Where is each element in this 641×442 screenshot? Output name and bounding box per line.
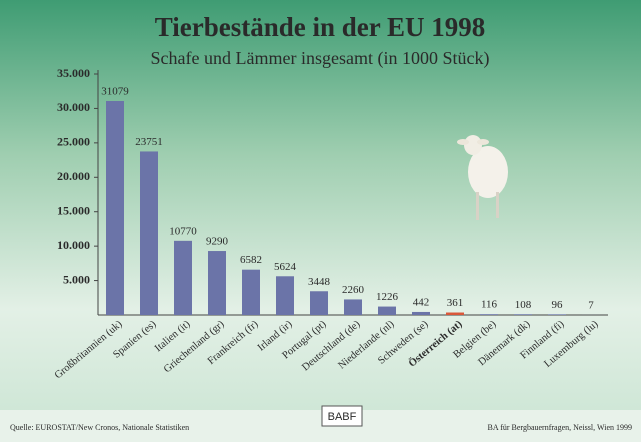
value-label: 9290	[206, 236, 229, 248]
bar	[208, 251, 226, 315]
value-label: 116	[481, 299, 498, 311]
logo-box	[321, 405, 363, 427]
bar	[344, 299, 362, 315]
value-label: 361	[447, 297, 464, 309]
credit-note: BA für Bergbauernfragen, Neissl, Wien 19…	[488, 423, 632, 432]
y-tick-label: 20.000	[57, 169, 90, 183]
bar	[548, 314, 566, 315]
value-label: 96	[552, 299, 564, 311]
y-tick-label: 25.000	[57, 135, 90, 149]
value-label: 31079	[101, 86, 129, 98]
value-label: 108	[515, 299, 532, 311]
value-label: 6582	[240, 254, 262, 266]
value-label: 5624	[274, 261, 297, 273]
bar	[106, 100, 124, 315]
bar	[412, 311, 430, 315]
chart-subtitle: Schafe und Lämmer insgesamt (in 1000 Stü…	[151, 48, 490, 69]
source-note: Quelle: EUROSTAT/New Cronos, Nationale S…	[10, 423, 189, 432]
y-tick-label: 15.000	[57, 203, 90, 217]
bar	[276, 276, 294, 315]
value-label: 3448	[308, 276, 331, 288]
bar	[378, 306, 396, 315]
value-label: 7	[588, 299, 594, 311]
bar	[446, 312, 464, 315]
logo: BABF	[328, 411, 357, 423]
value-label: 1226	[376, 291, 399, 303]
sheep-icon	[457, 135, 508, 220]
y-tick-label: 10.000	[57, 238, 90, 252]
value-label: 2260	[342, 284, 365, 296]
footer-band	[0, 410, 641, 442]
bar	[514, 314, 532, 315]
y-tick-label: 5.000	[63, 272, 90, 286]
y-tick-label: 30.000	[57, 100, 90, 114]
bar	[310, 291, 328, 315]
value-label: 442	[413, 296, 430, 308]
bar	[480, 314, 498, 315]
value-label: 10770	[169, 225, 197, 237]
bar	[140, 151, 158, 315]
value-label: 23751	[135, 136, 163, 148]
bar	[242, 269, 260, 315]
y-tick-label: 35.000	[57, 66, 90, 80]
bar	[174, 240, 192, 315]
chart-title: Tierbestände in der EU 1998	[155, 12, 486, 42]
